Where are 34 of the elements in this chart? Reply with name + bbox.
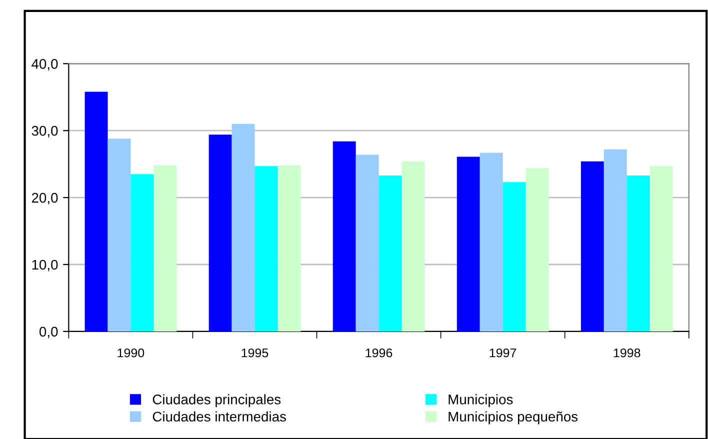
legend-label: Ciudades principales [152, 394, 281, 408]
x-tick-label: 1998 [614, 348, 640, 358]
bar [356, 154, 379, 332]
bar [650, 166, 673, 332]
y-tick-label: 10,0 [32, 260, 58, 272]
bar [626, 175, 650, 332]
bar [480, 152, 503, 332]
y-tick-label: 30,0 [32, 126, 58, 138]
x-tick-label: 1995 [242, 348, 268, 358]
x-tick-label: 1996 [366, 348, 392, 358]
bar [332, 141, 356, 332]
bar [526, 168, 549, 332]
x-tick-label: 1990 [118, 348, 144, 358]
bar [154, 165, 177, 332]
bar [108, 138, 131, 332]
bar [378, 175, 402, 332]
bar [84, 92, 108, 332]
bar [278, 165, 301, 332]
bar [254, 166, 278, 332]
legend-label: Ciudades intermedias [152, 411, 286, 422]
bar [456, 156, 480, 332]
bar [232, 124, 255, 332]
y-tick-label: 40,0 [32, 58, 58, 70]
bar [502, 182, 526, 332]
bar [604, 149, 627, 332]
x-tick-label: 1997 [490, 348, 516, 358]
legend-label: Municipios [448, 394, 513, 408]
y-tick-label: 20,0 [32, 192, 58, 204]
bar [130, 174, 154, 332]
bar [208, 134, 232, 332]
legend-label: Municipios pequeños [448, 411, 578, 424]
bar [402, 161, 425, 332]
bar [580, 161, 604, 332]
y-tick-label: 0,0 [39, 326, 58, 338]
